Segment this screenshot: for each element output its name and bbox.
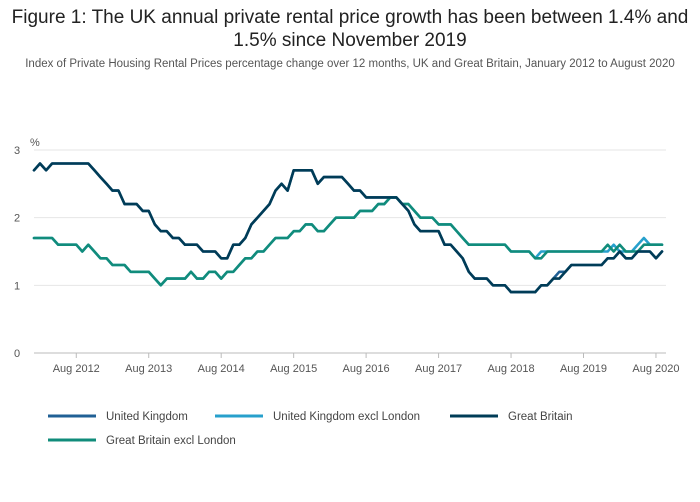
y-tick-label: 1 — [14, 280, 20, 292]
legend-item-great-britain[interactable]: Great Britain — [450, 411, 573, 423]
x-tick-label: Aug 2013 — [125, 363, 172, 375]
x-tick-label: Aug 2014 — [198, 363, 245, 375]
x-tick-label: Aug 2020 — [632, 363, 679, 375]
legend-item-great-britain-excl-london[interactable]: Great Britain excl London — [48, 435, 236, 447]
legend-label: Great Britain excl London — [106, 435, 236, 447]
series-line-great-britain-excl-london — [32, 196, 664, 287]
x-tick-label: Aug 2016 — [343, 363, 390, 375]
x-tick-label: Aug 2017 — [415, 363, 462, 375]
y-axis-unit-label: % — [30, 137, 40, 149]
legend[interactable]: United Kingdom United Kingdom excl London… — [48, 411, 573, 447]
chart-title: Figure 1: The UK annual private rental p… — [11, 7, 689, 51]
legend-item-united-kingdom-excl-london[interactable]: United Kingdom excl London — [215, 411, 420, 423]
legend-label: United Kingdom excl London — [273, 411, 420, 423]
y-tick-label: 0 — [14, 348, 20, 360]
x-tick-label: Aug 2018 — [487, 363, 534, 375]
legend-label: United Kingdom — [106, 411, 188, 423]
y-axis: % 0 1 2 3 — [14, 137, 40, 360]
legend-item-united-kingdom[interactable]: United Kingdom — [48, 411, 188, 423]
x-axis: Aug 2012 Aug 2013 Aug 2014 Aug 2015 Aug 2016… — [53, 353, 680, 375]
x-tick-label: Aug 2012 — [53, 363, 100, 375]
series-line-united-kingdom-excl-london — [32, 196, 664, 287]
gridlines — [34, 149, 666, 354]
y-tick-label: 2 — [14, 213, 20, 225]
x-tick-label: Aug 2019 — [560, 363, 607, 375]
x-tick-label: Aug 2015 — [270, 363, 317, 375]
chart-subtitle: Index of Private Housing Rental Prices p… — [25, 58, 675, 70]
legend-label: Great Britain — [508, 411, 573, 423]
series-lines — [32, 162, 664, 294]
y-tick-label: 3 — [14, 145, 20, 157]
series-line-great-britain — [32, 162, 664, 294]
